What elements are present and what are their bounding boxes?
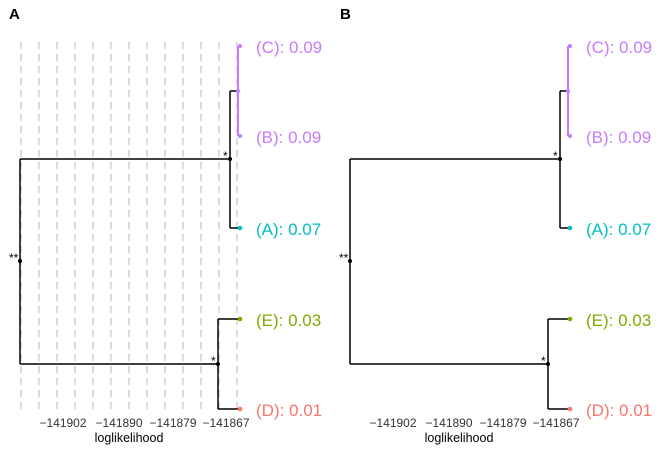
panel-b-tree: ** * * <box>339 44 573 412</box>
tick-label: −141890 <box>425 416 472 430</box>
panel-b: B ** * * ( <box>339 6 652 445</box>
tick-label: −141902 <box>39 416 86 430</box>
panel-b-letter: B <box>340 6 351 23</box>
tip-label-d: (D): 0.01 <box>586 401 652 420</box>
tip-label-e: (E): 0.03 <box>256 311 321 330</box>
panel-a-grid <box>20 42 238 410</box>
node-label-root: ** <box>9 251 19 265</box>
tip-label-b: (B): 0.09 <box>586 128 651 147</box>
panel-b-tip-labels: (C): 0.09 (B): 0.09 (A): 0.07 (E): 0.03 … <box>586 38 652 420</box>
panel-b-axis: −141902 −141890 −141879 −141867 loglikel… <box>369 416 579 445</box>
tip-label-e: (E): 0.03 <box>586 311 651 330</box>
tip-label-c: (C): 0.09 <box>256 38 322 57</box>
tip-point-d <box>237 406 243 412</box>
panel-a-tree: ** * * <box>9 44 243 412</box>
tip-label-d: (D): 0.01 <box>256 401 322 420</box>
tick-label: −141890 <box>95 416 142 430</box>
tip-point-e <box>237 316 243 322</box>
tip-point-e <box>567 316 573 322</box>
tick-label: −141867 <box>202 416 249 430</box>
node-label-cab: * <box>223 149 228 163</box>
panel-a-tip-labels: (C): 0.09 (B): 0.09 (A): 0.07 (E): 0.03 … <box>256 38 322 420</box>
axis-title: loglikelihood <box>425 431 494 445</box>
node-ed <box>216 362 220 366</box>
tick-label: −141867 <box>532 416 579 430</box>
node-cab <box>228 157 232 161</box>
panel-a-axis: −141902 −141890 −141879 −141867 loglikel… <box>39 416 249 445</box>
tip-label-c: (C): 0.09 <box>586 38 652 57</box>
axis-title: loglikelihood <box>95 431 164 445</box>
tick-label: −141879 <box>149 416 196 430</box>
tip-point-b <box>568 134 572 138</box>
tip-point-c <box>568 44 572 48</box>
node-cb <box>566 89 570 93</box>
tip-point-b <box>238 134 242 138</box>
tip-label-b: (B): 0.09 <box>256 128 321 147</box>
tip-point-a <box>237 225 243 231</box>
tip-point-d <box>567 406 573 412</box>
tip-point-c <box>238 44 242 48</box>
tip-point-a <box>567 225 573 231</box>
panel-a-letter: A <box>9 6 20 23</box>
node-label-cab: * <box>553 149 558 163</box>
panel-a: A <box>9 6 322 445</box>
node-cb <box>236 89 240 93</box>
node-root <box>348 259 352 263</box>
tick-label: −141902 <box>369 416 416 430</box>
node-label-root: ** <box>339 251 349 265</box>
tip-label-a: (A): 0.07 <box>256 220 321 239</box>
node-cab <box>558 157 562 161</box>
tip-label-a: (A): 0.07 <box>586 220 651 239</box>
tick-label: −141879 <box>479 416 526 430</box>
node-label-ed: * <box>541 354 546 368</box>
node-root <box>18 259 22 263</box>
node-ed <box>546 362 550 366</box>
node-label-ed: * <box>211 354 216 368</box>
